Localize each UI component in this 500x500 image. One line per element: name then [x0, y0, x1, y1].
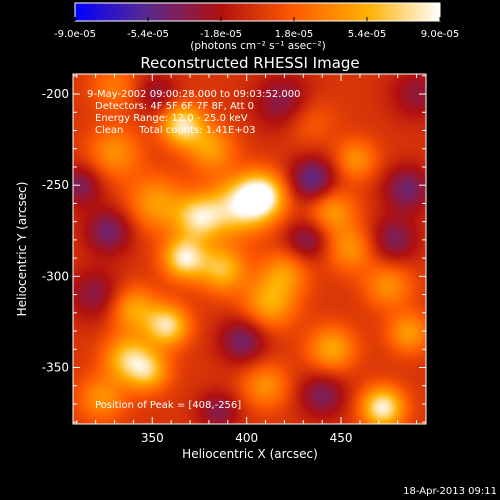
colorbar-tick-label: 1.8e-05 — [275, 29, 313, 40]
colorbar-tick-label: 9.0e-05 — [421, 29, 459, 40]
info-block: 9-May-2002 09:00:28.000 to 09:03:52.000 … — [87, 89, 300, 411]
x-tick-label: 350 — [141, 431, 164, 445]
y-tick-label: -300 — [42, 269, 69, 283]
colorbar-tick-label: -1.8e-05 — [200, 29, 242, 40]
colorbar-tick-label: 5.4e-05 — [348, 29, 386, 40]
colorbar-tick-label: -9.0e-05 — [54, 29, 96, 40]
colorbar-ticks: -9.0e-05 -5.4e-05 -1.8e-05 1.8e-05 5.4e-05 9.… — [54, 17, 459, 40]
info-time-range: 9-May-2002 09:00:28.000 to 09:03:52.000 — [87, 89, 300, 100]
colorbar-scale — [74, 2, 441, 22]
y-tick-label: -250 — [42, 178, 69, 192]
colorbar: -9.0e-05 -5.4e-05 -1.8e-05 1.8e-05 5.4e-05 9.… — [54, 2, 459, 52]
info-clean-counts: Clean Total counts: 1.41E+03 — [95, 125, 255, 136]
colorbar-tick-label: -5.4e-05 — [127, 29, 169, 40]
x-tick-label: 450 — [330, 431, 353, 445]
colorbar-unit-label: (photons cm⁻² s⁻¹ asec⁻²) — [190, 40, 325, 52]
y-tick-label: -350 — [42, 360, 69, 374]
y-axis-label: Heliocentric Y (arcsec) — [15, 182, 29, 317]
info-detectors: Detectors: 4F 5F 6F 7F 8F, Att 0 — [95, 101, 254, 112]
x-tick-label: 400 — [235, 431, 258, 445]
footer-timestamp: 18-Apr-2013 09:11 — [403, 486, 497, 497]
peak-position-label: Position of Peak = [408,-256] — [95, 400, 241, 411]
info-energy-range: Energy Range: 12.0 - 25.0 keV — [95, 113, 248, 124]
chart-title: Reconstructed RHESSI Image — [140, 54, 359, 72]
axis-ticks: 350 400 450 -200 -250 -300 -350 — [42, 74, 426, 445]
y-tick-label: -200 — [42, 87, 69, 101]
plot-frame — [72, 73, 427, 425]
heatmap-image — [73, 74, 426, 424]
x-axis-label: Heliocentric X (arcsec) — [182, 447, 318, 461]
